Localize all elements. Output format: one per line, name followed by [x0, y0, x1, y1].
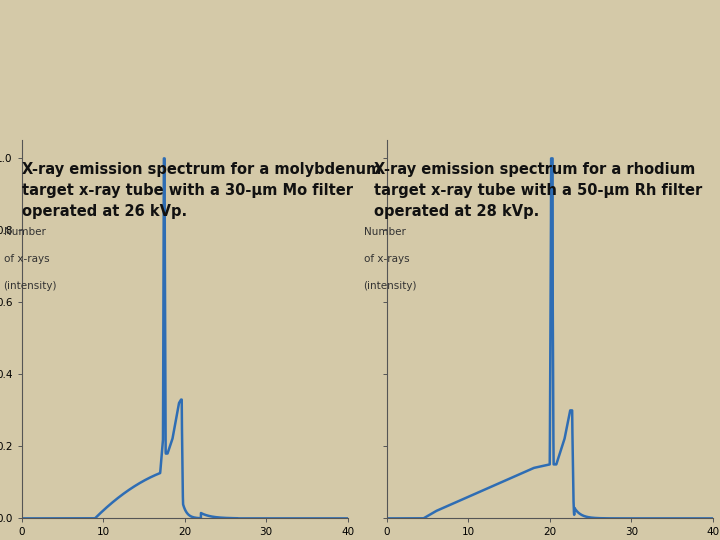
- Text: Number: Number: [364, 227, 405, 237]
- Text: Number: Number: [4, 227, 45, 237]
- Text: of x-rays: of x-rays: [4, 254, 49, 264]
- Text: X-ray emission spectrum for a molybdenum
target x-ray tube with a 30-μm Mo filte: X-ray emission spectrum for a molybdenum…: [22, 162, 381, 219]
- Text: X-ray emission spectrum for a rhodium
target x-ray tube with a 50-μm Rh filter
o: X-ray emission spectrum for a rhodium ta…: [374, 162, 703, 219]
- Text: of x-rays: of x-rays: [364, 254, 409, 264]
- Text: (intensity): (intensity): [4, 281, 57, 291]
- Text: (intensity): (intensity): [364, 281, 417, 291]
